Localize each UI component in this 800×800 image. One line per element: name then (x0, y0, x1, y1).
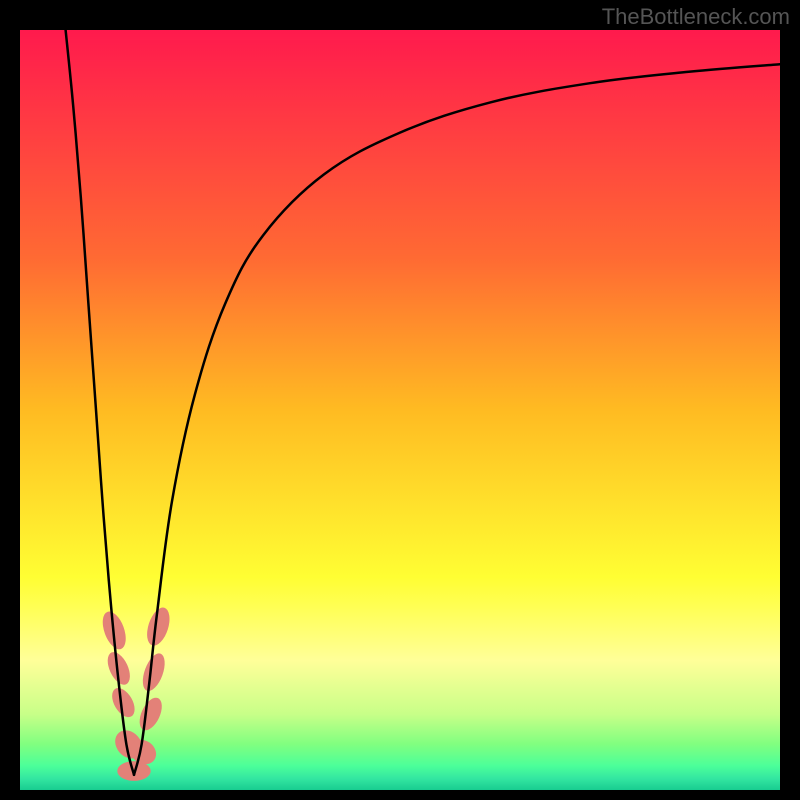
watermark-text: TheBottleneck.com (602, 4, 790, 30)
chart-outer-frame: TheBottleneck.com (0, 0, 800, 800)
gradient-background (20, 30, 780, 790)
plot-area (20, 30, 780, 790)
chart-svg (20, 30, 780, 790)
